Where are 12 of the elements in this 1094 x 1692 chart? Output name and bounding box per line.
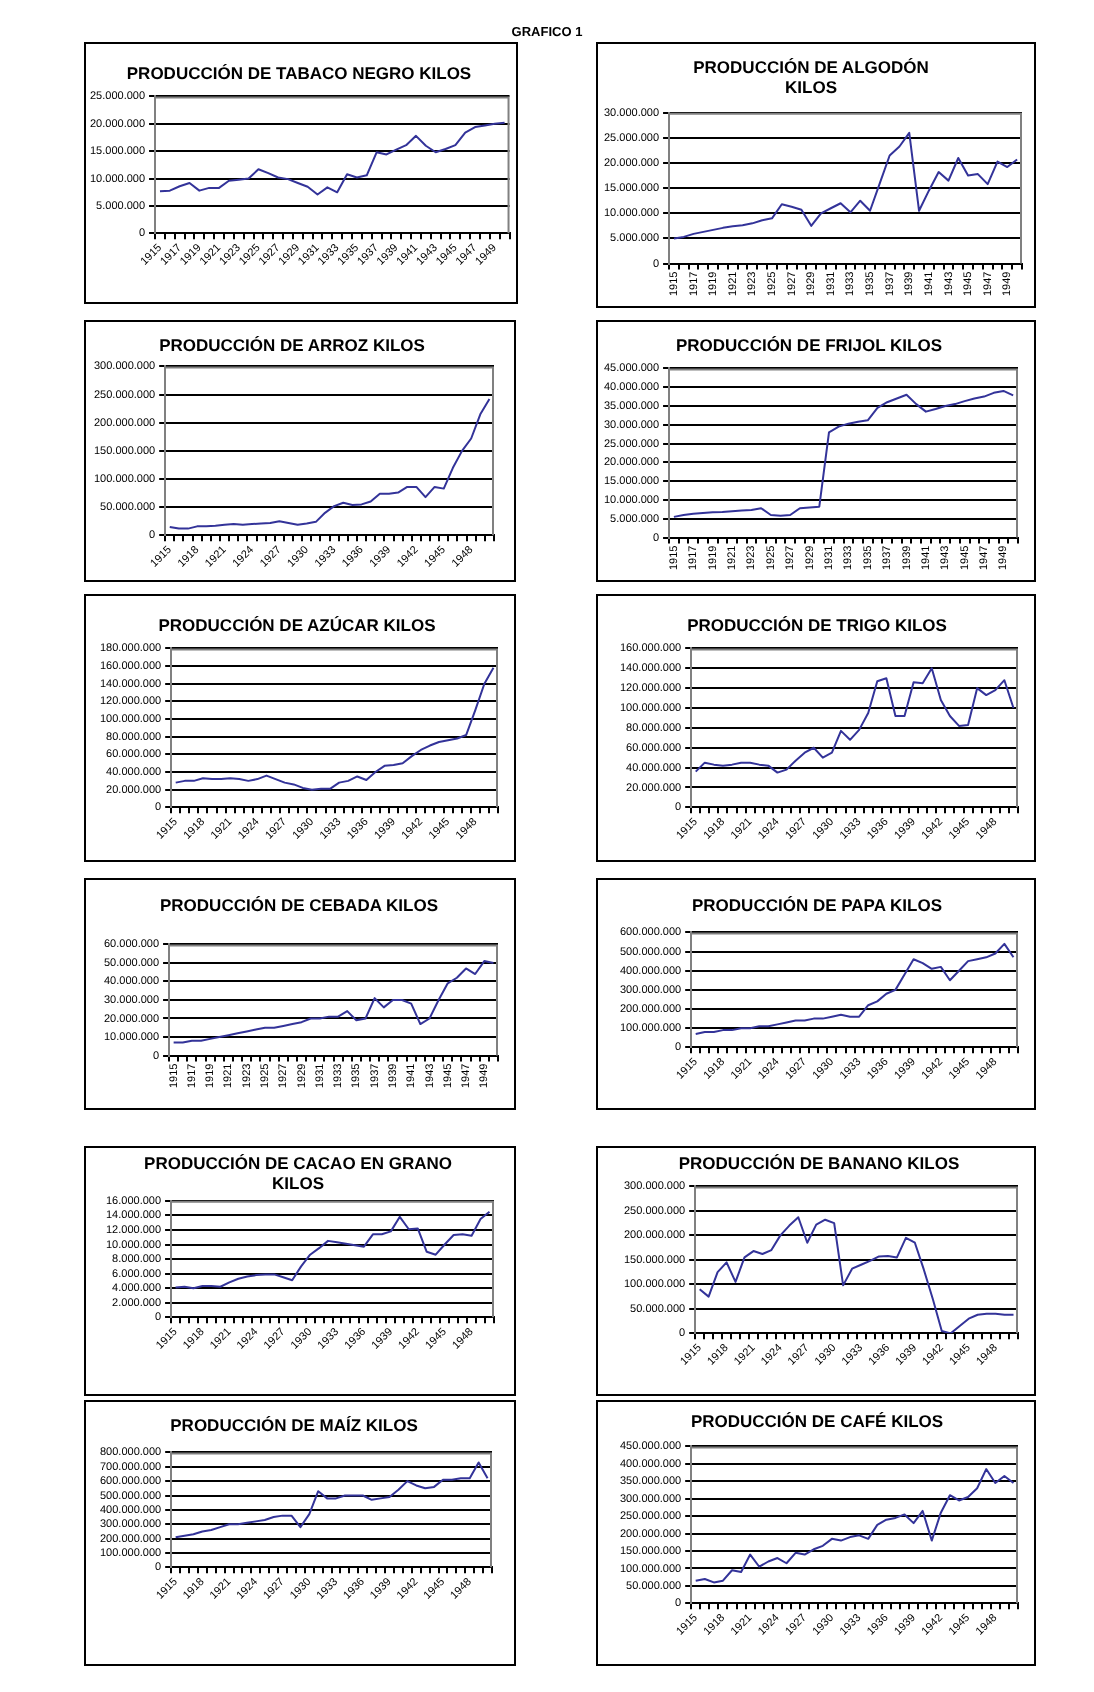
chart-title: PRODUCCIÓN DE ALGODÓN KILOS xyxy=(693,56,929,98)
chart-title: PRODUCCIÓN DE ARROZ KILOS xyxy=(159,334,426,355)
chart-title: PRODUCCIÓN DE MAÍZ KILOS xyxy=(170,1414,419,1435)
chart-title: PRODUCCIÓN DE FRIJOL KILOS xyxy=(675,334,943,355)
chart-title: PRODUCCIÓN DE TRIGO KILOS xyxy=(687,614,948,635)
chart-title: PRODUCCIÓN DE AZÚCAR KILOS xyxy=(158,614,437,635)
chart-title: PRODUCCIÓN DE CEBADA KILOS xyxy=(160,894,439,915)
chart-title: PRODUCCIÓN DE BANANO KILOS xyxy=(678,1152,960,1173)
chart-title: PRODUCCIÓN DE CAFÉ KILOS xyxy=(690,1410,944,1431)
chart-title: PRODUCCIÓN DE PAPA KILOS xyxy=(692,894,943,915)
chart-title: PRODUCCIÓN DE CACAO EN GRANO KILOS xyxy=(144,1152,453,1194)
chart-title: PRODUCCIÓN DE TABACO NEGRO KILOS xyxy=(126,62,472,83)
